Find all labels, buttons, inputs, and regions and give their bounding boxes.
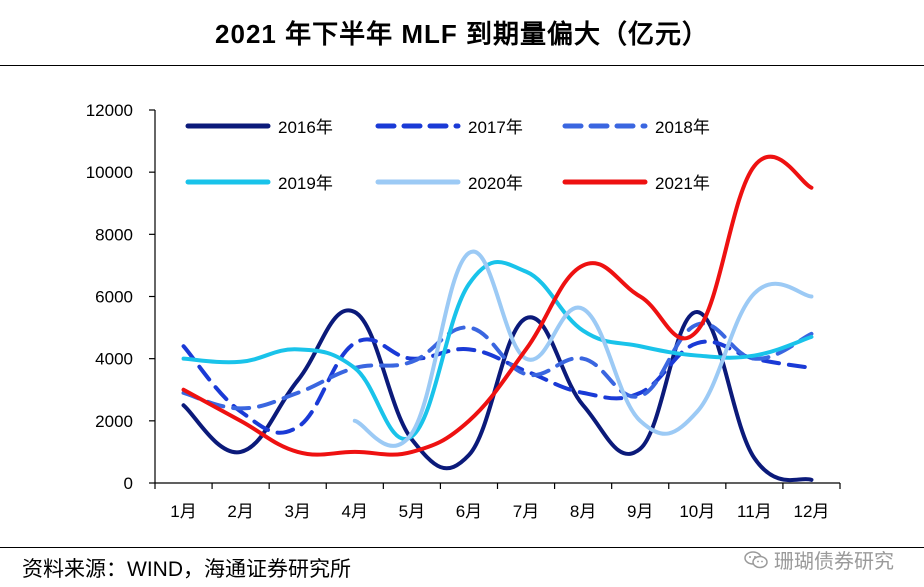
- chart-axes: 0 2000 4000 6000 8000 10000 12000 1月 2月 3月 4月 5月 6月 7…: [86, 101, 841, 521]
- x-tick-label: 7月: [513, 502, 539, 521]
- wechat-icon: [744, 550, 768, 568]
- series-line-2018: [181, 321, 814, 411]
- y-tick-label: 0: [124, 474, 133, 493]
- chart-series: [181, 154, 814, 483]
- title-divider: [0, 65, 924, 66]
- y-tick-label: 4000: [95, 350, 133, 369]
- y-tick-label: 10000: [86, 163, 133, 182]
- x-tick-label: 4月: [342, 502, 368, 521]
- chart-title: 2021 年下半年 MLF 到期量偏大（亿元）: [215, 19, 709, 49]
- legend-label-2017: 2017年: [468, 118, 523, 137]
- series-line-2016: [181, 308, 814, 483]
- x-tick-label: 9月: [627, 502, 653, 521]
- x-tick-label: 11月: [737, 502, 772, 521]
- source-note: 资料来源：WIND，海通证券研究所: [22, 558, 351, 581]
- series-line-2019: [181, 260, 814, 441]
- y-tick-label: 8000: [95, 225, 133, 244]
- y-tick-label: 2000: [95, 412, 133, 431]
- x-tick-label: 3月: [284, 502, 310, 521]
- y-tick-label: 12000: [86, 101, 133, 120]
- x-tick-label: 12月: [793, 502, 829, 521]
- x-tick-label: 1月: [170, 502, 196, 521]
- legend-label-2020: 2020年: [468, 174, 523, 193]
- series-line-2021: [181, 154, 814, 457]
- footer-divider: [0, 547, 924, 548]
- x-tick-label: 2月: [227, 502, 253, 521]
- x-tick-label: 10月: [679, 502, 715, 521]
- x-tick-label: 6月: [456, 502, 482, 521]
- legend-label-2016: 2016年: [278, 118, 333, 137]
- chart-legend: 2016年 2017年 2018年 2019年 2020年 2021年: [185, 118, 710, 193]
- y-tick-label: 6000: [95, 288, 133, 307]
- series-line-2020: [352, 249, 814, 448]
- x-tick-label: 5月: [399, 502, 425, 521]
- watermark: 珊瑚债券研究: [744, 545, 894, 574]
- legend-label-2018: 2018年: [655, 118, 710, 137]
- legend-label-2021: 2021年: [655, 174, 710, 193]
- legend-label-2019: 2019年: [278, 174, 333, 193]
- watermark-text: 珊瑚债券研究: [774, 551, 894, 573]
- x-tick-label: 8月: [570, 502, 596, 521]
- series-line-2017: [181, 337, 814, 435]
